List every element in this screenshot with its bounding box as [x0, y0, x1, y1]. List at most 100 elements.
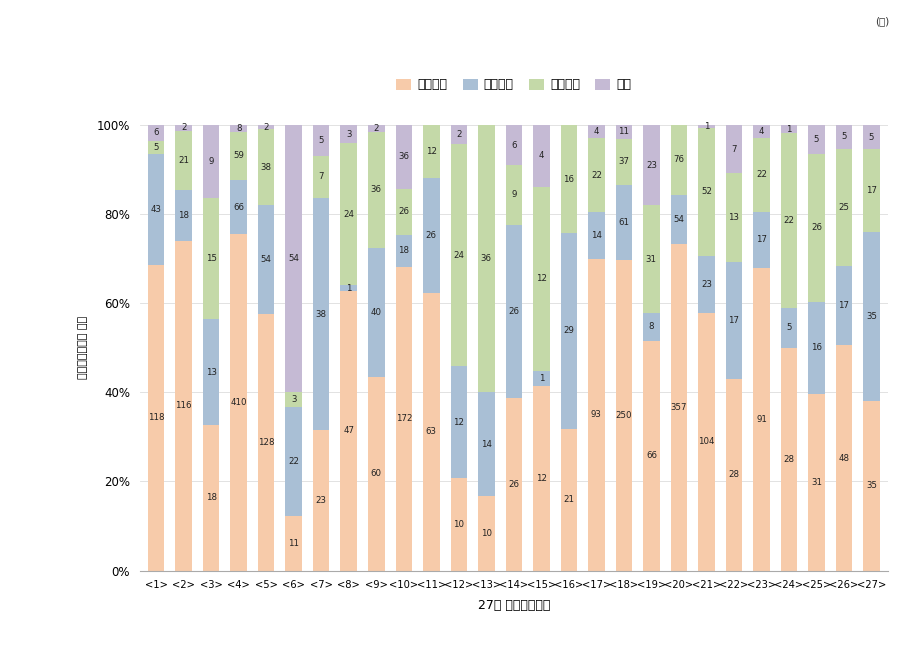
- Bar: [807, 125, 824, 154]
- Text: 2: 2: [456, 130, 461, 139]
- Text: 35: 35: [865, 312, 876, 321]
- Text: 24: 24: [453, 251, 464, 260]
- Text: 63: 63: [426, 427, 437, 436]
- Text: 5: 5: [841, 132, 846, 141]
- Bar: [780, 348, 796, 570]
- Bar: [422, 125, 439, 178]
- Bar: [422, 293, 439, 570]
- Bar: [313, 430, 329, 570]
- Text: 5: 5: [868, 132, 873, 141]
- Bar: [368, 248, 384, 377]
- Text: 66: 66: [233, 203, 244, 212]
- Bar: [477, 496, 494, 570]
- Text: 12: 12: [453, 417, 464, 426]
- Bar: [642, 313, 658, 341]
- Bar: [258, 129, 274, 205]
- Bar: [230, 132, 246, 180]
- Bar: [285, 125, 301, 392]
- Bar: [670, 194, 686, 244]
- Text: 43: 43: [151, 205, 161, 214]
- Text: 16: 16: [563, 174, 574, 183]
- Text: 14: 14: [480, 440, 492, 449]
- Bar: [175, 130, 192, 191]
- Text: 26: 26: [426, 231, 437, 240]
- Y-axis label: 연구개발단계별 비중: 연구개발단계별 비중: [78, 317, 88, 379]
- Text: 6: 6: [511, 141, 516, 149]
- Bar: [780, 125, 796, 133]
- Bar: [340, 286, 356, 291]
- Text: 60: 60: [371, 469, 382, 478]
- Bar: [560, 429, 576, 570]
- Text: 23: 23: [316, 496, 327, 505]
- Bar: [752, 125, 769, 138]
- Text: 59: 59: [233, 151, 244, 160]
- Bar: [203, 425, 219, 570]
- Text: 31: 31: [810, 477, 821, 486]
- X-axis label: 27대 중점녹색기술: 27대 중점녹색기술: [477, 599, 549, 612]
- Bar: [807, 393, 824, 570]
- Text: 1: 1: [786, 125, 791, 134]
- Bar: [780, 133, 796, 308]
- Bar: [642, 205, 658, 313]
- Bar: [230, 180, 246, 234]
- Bar: [203, 198, 219, 320]
- Text: 9: 9: [208, 157, 214, 166]
- Text: 18: 18: [398, 246, 409, 255]
- Bar: [422, 178, 439, 293]
- Text: 5: 5: [786, 324, 791, 333]
- Bar: [340, 291, 356, 570]
- Bar: [258, 314, 274, 570]
- Text: 4: 4: [758, 127, 763, 136]
- Bar: [477, 392, 494, 496]
- Text: 13: 13: [206, 368, 216, 377]
- Text: 36: 36: [398, 152, 409, 162]
- Text: 11: 11: [288, 539, 299, 548]
- Text: 36: 36: [371, 185, 382, 194]
- Text: 61: 61: [618, 218, 629, 227]
- Bar: [258, 205, 274, 314]
- Text: 17: 17: [838, 301, 849, 310]
- Text: 40: 40: [371, 308, 382, 317]
- Bar: [642, 341, 658, 570]
- Text: 22: 22: [783, 216, 794, 225]
- Bar: [313, 125, 329, 156]
- Bar: [532, 386, 549, 570]
- Text: 47: 47: [343, 426, 354, 435]
- Bar: [725, 262, 741, 379]
- Text: 12: 12: [426, 147, 437, 156]
- Bar: [340, 125, 356, 143]
- Text: 16: 16: [810, 343, 821, 352]
- Text: 36: 36: [480, 255, 492, 263]
- Text: 7: 7: [731, 145, 736, 154]
- Text: 66: 66: [645, 451, 656, 460]
- Bar: [450, 143, 466, 366]
- Text: 26: 26: [508, 479, 519, 488]
- Bar: [697, 125, 713, 127]
- Text: 4: 4: [593, 127, 598, 136]
- Text: 357: 357: [670, 403, 686, 412]
- Text: (편): (편): [874, 16, 888, 26]
- Bar: [862, 125, 879, 149]
- Bar: [175, 242, 192, 570]
- Text: 22: 22: [590, 171, 602, 180]
- Bar: [834, 149, 851, 266]
- Bar: [807, 154, 824, 302]
- Text: 1: 1: [345, 284, 351, 293]
- Bar: [752, 138, 769, 211]
- Text: 93: 93: [590, 410, 601, 419]
- Text: 5: 5: [153, 143, 159, 152]
- Text: 15: 15: [206, 255, 216, 263]
- Text: 1: 1: [703, 122, 708, 131]
- Text: 29: 29: [563, 326, 574, 335]
- Text: 28: 28: [728, 470, 739, 479]
- Bar: [203, 320, 219, 425]
- Bar: [560, 125, 576, 233]
- Bar: [725, 173, 741, 262]
- Bar: [532, 187, 549, 371]
- Text: 24: 24: [343, 210, 354, 219]
- Text: 26: 26: [810, 224, 821, 233]
- Text: 21: 21: [178, 156, 189, 165]
- Text: 2: 2: [180, 123, 186, 132]
- Text: 3: 3: [345, 129, 351, 138]
- Text: 8: 8: [235, 124, 241, 133]
